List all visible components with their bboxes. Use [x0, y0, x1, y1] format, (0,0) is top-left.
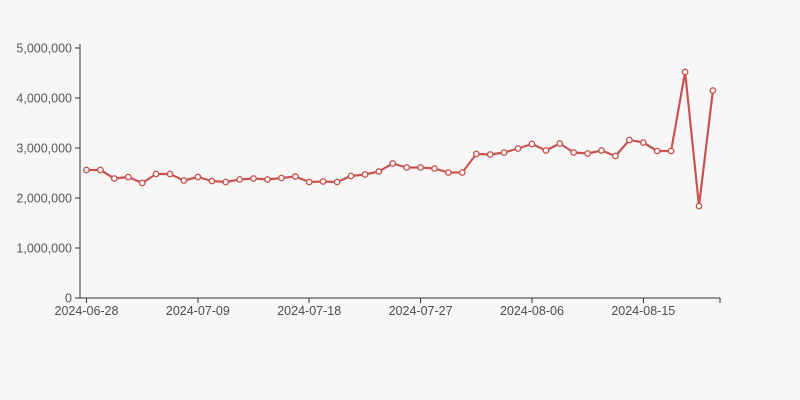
data-point-marker: [222, 178, 230, 186]
data-point-marker: [458, 169, 466, 176]
data-point-marker: [403, 164, 411, 171]
data-point-marker: [347, 172, 355, 180]
data-point-marker: [444, 169, 452, 176]
data-point-marker: [486, 151, 494, 158]
data-point-marker: [472, 150, 480, 158]
data-point-marker: [138, 179, 146, 187]
x-axis-label: 2024-08-06: [500, 304, 564, 318]
data-point-marker: [612, 152, 619, 160]
data-point-marker: [681, 68, 689, 76]
data-point-marker: [417, 164, 424, 171]
data-point-marker: [431, 165, 438, 172]
data-point-marker: [250, 175, 257, 182]
data-point-marker: [361, 171, 369, 178]
data-point-marker: [598, 147, 605, 154]
y-axis-label: 3,000,000: [16, 142, 72, 156]
data-point-marker: [166, 170, 174, 178]
series-line: [85, 70, 715, 208]
y-axis-label: 4,000,000: [16, 92, 72, 106]
data-point-marker: [389, 160, 397, 167]
data-point-marker: [333, 178, 341, 186]
x-axis-label: 2024-07-18: [277, 304, 341, 318]
y-axis-label: 2,000,000: [16, 192, 72, 206]
x-axis-label: 2024-07-27: [389, 304, 453, 318]
data-point-marker: [208, 177, 216, 185]
data-point-marker: [291, 173, 299, 180]
data-point-marker: [236, 176, 244, 183]
data-point-marker: [180, 177, 188, 184]
data-point-marker: [626, 136, 633, 144]
data-point-marker: [667, 147, 675, 155]
data-point-marker: [542, 147, 550, 154]
data-point-marker: [97, 166, 104, 174]
data-point-marker: [639, 139, 647, 146]
data-point-marker: [110, 175, 118, 182]
data-point-marker: [500, 149, 508, 156]
y-axis-label: 5,000,000: [16, 42, 72, 56]
data-point-marker: [709, 87, 717, 94]
data-point-marker: [695, 202, 703, 210]
data-point-marker: [514, 145, 522, 152]
data-point-marker: [375, 168, 383, 175]
x-axis-label: 2024-08-15: [611, 304, 675, 318]
x-axis-label: 2024-06-28: [55, 304, 119, 318]
y-axis-label: 1,000,000: [16, 242, 72, 256]
data-point-marker: [584, 150, 591, 157]
data-point-marker: [556, 140, 564, 147]
data-point-marker: [305, 178, 313, 186]
data-point-marker: [277, 174, 285, 182]
data-point-marker: [152, 170, 160, 178]
data-point-marker: [264, 176, 271, 183]
y-axis-label: 0: [65, 292, 72, 306]
data-point-marker: [528, 140, 536, 148]
data-point-marker: [653, 147, 661, 155]
data-point-marker: [124, 173, 132, 181]
x-axis-label: 2024-07-09: [166, 304, 230, 318]
data-point-marker: [194, 173, 202, 181]
data-point-marker: [83, 166, 90, 174]
data-point-marker: [319, 178, 327, 185]
data-point-marker: [570, 149, 578, 156]
